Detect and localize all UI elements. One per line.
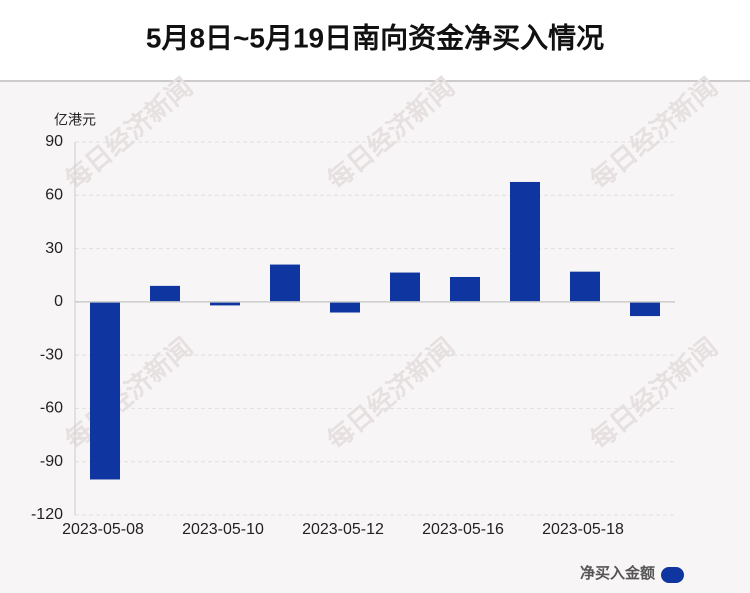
- watermark: 每日经济新闻: [584, 332, 723, 456]
- watermark: 每日经济新闻: [59, 72, 198, 196]
- x-tick-label: 2023-05-18: [542, 521, 624, 538]
- bar: [270, 264, 300, 302]
- x-tick-label: 2023-05-16: [422, 521, 504, 538]
- bar: [150, 285, 180, 302]
- watermark: 每日经济新闻: [321, 72, 460, 196]
- watermark: 每日经济新闻: [584, 72, 723, 196]
- x-tick-label: 2023-05-08: [62, 521, 144, 538]
- y-tick-label: 90: [45, 133, 63, 150]
- bar: [390, 272, 420, 302]
- y-tick-label: -120: [31, 506, 63, 523]
- bar: [330, 301, 360, 313]
- y-tick-label: 60: [45, 187, 63, 204]
- title-band: [0, 0, 750, 80]
- y-tick-label: -90: [40, 453, 63, 470]
- y-axis-label: 亿港元: [54, 112, 96, 128]
- y-tick-label: -30: [40, 346, 63, 363]
- bar: [90, 301, 120, 480]
- y-tick-label: 0: [54, 293, 63, 310]
- y-tick-label: 30: [45, 240, 63, 257]
- bar: [210, 301, 240, 306]
- legend-label: 净买入金额: [580, 564, 655, 582]
- legend-swatch: [661, 567, 684, 583]
- chart-title: 5月8日~5月19日南向资金净买入情况: [146, 21, 604, 53]
- bar: [630, 301, 660, 317]
- bar: [510, 181, 540, 302]
- x-tick-label: 2023-05-10: [182, 521, 264, 538]
- watermark: 每日经济新闻: [321, 332, 460, 456]
- y-tick-label: -60: [40, 400, 63, 417]
- x-tick-label: 2023-05-12: [302, 521, 384, 538]
- watermarks: 每日经济新闻 每日经济新闻 每日经济新闻 每日经济新闻 每日经济新闻 每日经济新…: [59, 72, 723, 456]
- bar: [450, 276, 480, 302]
- watermark: 每日经济新闻: [59, 332, 198, 456]
- bar: [570, 271, 600, 302]
